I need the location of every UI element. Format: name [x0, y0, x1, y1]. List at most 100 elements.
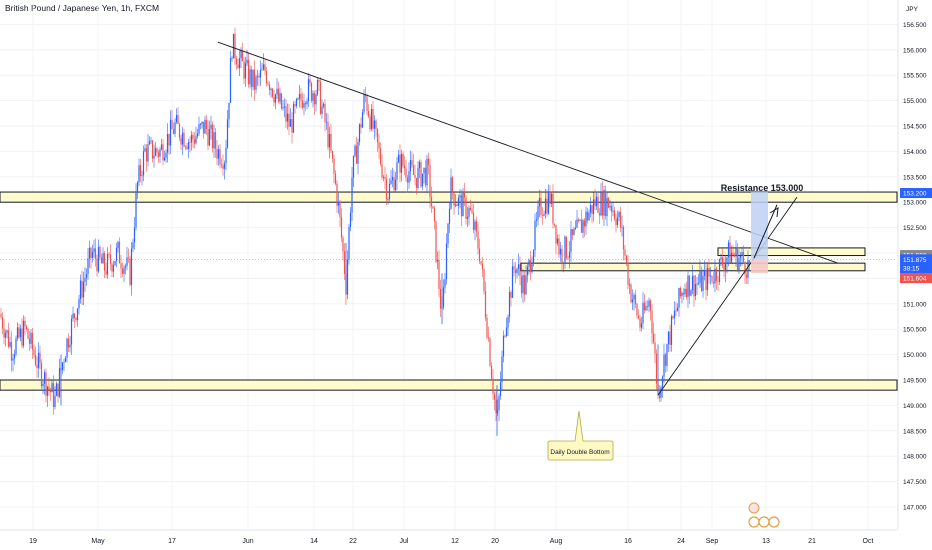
trendline-descending[interactable]	[217, 41, 839, 264]
candle-body	[331, 151, 334, 159]
candle-body	[688, 275, 691, 296]
event-marker-icon[interactable]	[768, 516, 780, 528]
long-position-stop[interactable]	[751, 259, 768, 274]
candle-body	[427, 158, 430, 165]
candle-body	[303, 103, 305, 108]
candle-body	[645, 306, 647, 311]
event-marker-icon[interactable]	[758, 516, 770, 528]
candle-body	[148, 141, 151, 145]
candle-body	[733, 254, 736, 257]
candle-body	[51, 383, 53, 393]
candle-body	[304, 103, 307, 105]
candle-body	[580, 219, 583, 233]
time-tick-label: 16	[624, 538, 632, 545]
zone-support_upper[interactable]	[717, 247, 866, 257]
candle-body	[399, 154, 401, 173]
candle-body	[195, 136, 197, 144]
candle-body	[597, 196, 599, 213]
candle-body	[723, 265, 725, 272]
event-flag-icon[interactable]	[748, 502, 760, 514]
candle-body	[379, 148, 382, 164]
candle-body	[628, 284, 631, 286]
candle-body	[465, 197, 467, 219]
candle-body	[135, 191, 137, 228]
zone-double_bottom_support[interactable]	[0, 379, 898, 391]
candle-body	[481, 263, 484, 270]
candle-body	[117, 241, 119, 249]
candle-body	[240, 50, 242, 59]
candle-body	[687, 275, 689, 298]
candle-body	[70, 318, 73, 345]
time-tick-label: 17	[168, 538, 176, 545]
price-tick-label: 152.500	[903, 225, 927, 232]
candle-body	[513, 266, 515, 270]
candle-body	[381, 163, 383, 178]
event-marker-icon[interactable]	[748, 516, 760, 528]
candle-body	[93, 248, 95, 253]
candle-body	[61, 362, 64, 371]
candle-body	[19, 328, 22, 338]
candle-body	[199, 124, 202, 125]
candle-body	[31, 332, 34, 350]
time-tick-label: 13	[762, 538, 770, 545]
candle-body	[637, 315, 640, 319]
candle-body	[115, 248, 118, 262]
candle-body	[528, 260, 530, 267]
candle-body	[96, 258, 98, 272]
candle-body	[634, 294, 637, 305]
candle-body	[0, 313, 2, 318]
candle-body	[37, 352, 40, 369]
candle-body	[126, 257, 128, 266]
candle-body	[523, 275, 526, 295]
candle-body	[13, 354, 16, 359]
resistance-price-tag: 153.200	[903, 191, 927, 198]
candle-body	[406, 177, 409, 183]
candle-body	[264, 64, 266, 71]
candle-body	[226, 119, 229, 148]
trendline-ascending[interactable]	[657, 196, 798, 396]
time-tick-label: 19	[29, 538, 37, 545]
candle-body	[114, 261, 116, 266]
candle-body	[57, 383, 59, 397]
candle-body	[553, 223, 556, 226]
candle-body	[402, 154, 404, 166]
candle-body	[496, 410, 499, 414]
zone-support_mid[interactable]	[520, 262, 866, 272]
candle-body	[495, 399, 497, 414]
price-tick-label: 151.000	[903, 301, 927, 308]
candle-body	[552, 193, 554, 224]
candle-body	[211, 124, 214, 149]
projection-arrow[interactable]	[753, 204, 778, 259]
candle-body	[108, 253, 110, 255]
candle-body	[445, 243, 448, 280]
double-bottom-callout[interactable]	[547, 410, 614, 461]
candle-body	[24, 320, 26, 327]
candle-body	[507, 316, 509, 328]
candle-body	[100, 257, 103, 264]
candle-body	[210, 124, 212, 130]
candle-body	[615, 219, 617, 226]
candle-body	[486, 317, 488, 338]
zone-resistance[interactable]	[0, 191, 898, 203]
candle-body	[205, 119, 208, 130]
candle-body	[33, 349, 35, 355]
candle-body	[124, 265, 127, 268]
candle-body	[132, 242, 134, 249]
candle-body	[228, 102, 230, 120]
candle-body	[214, 132, 217, 149]
candle-body	[717, 280, 719, 282]
candle-body	[529, 260, 532, 273]
time-tick-label: Oct	[863, 538, 874, 545]
current-price-tag: 151.875	[903, 257, 927, 264]
candle-body	[454, 204, 457, 206]
long-position-target[interactable]	[751, 192, 768, 260]
candle-body	[231, 58, 233, 59]
candle-body	[363, 94, 365, 113]
candle-body	[649, 300, 652, 311]
candle-body	[268, 84, 271, 90]
resistance-annotation: Resistance 153.000	[721, 183, 804, 193]
candle-body	[724, 263, 727, 272]
candle-body	[327, 121, 329, 148]
candle-body	[544, 198, 547, 215]
